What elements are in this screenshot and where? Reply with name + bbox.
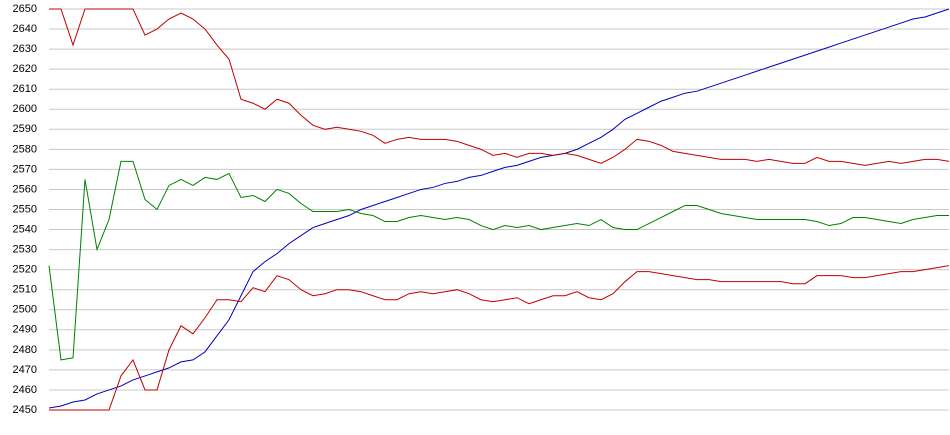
- y-tick-label: 2570: [13, 163, 37, 175]
- y-tick-label: 2450: [13, 404, 37, 416]
- y-tick-label: 2560: [13, 183, 37, 195]
- y-tick-label: 2520: [13, 264, 37, 276]
- y-tick-label: 2630: [13, 43, 37, 55]
- y-tick-label: 2500: [13, 304, 37, 316]
- y-tick-label: 2600: [13, 103, 37, 115]
- series-line: [48, 8, 950, 409]
- y-tick-label: 2540: [13, 223, 37, 235]
- y-tick-label: 2530: [13, 244, 37, 256]
- y-tick-label: 2550: [13, 203, 37, 215]
- y-tick-label: 2470: [13, 364, 37, 376]
- y-tick-label: 2640: [13, 23, 37, 35]
- y-tick-label: 2490: [13, 324, 37, 336]
- y-tick-label: 2460: [13, 384, 37, 396]
- y-tick-label: 2590: [13, 123, 37, 135]
- series-line: [49, 8, 950, 166]
- series-line: [49, 265, 950, 411]
- y-tick-label: 2650: [13, 3, 37, 15]
- y-tick-label: 2480: [13, 344, 37, 356]
- y-tick-label: 2580: [13, 143, 37, 155]
- y-tick-label: 2620: [13, 63, 37, 75]
- y-tick-label: 2510: [13, 284, 37, 296]
- series-line: [48, 160, 949, 361]
- y-tick-label: 2610: [13, 83, 37, 95]
